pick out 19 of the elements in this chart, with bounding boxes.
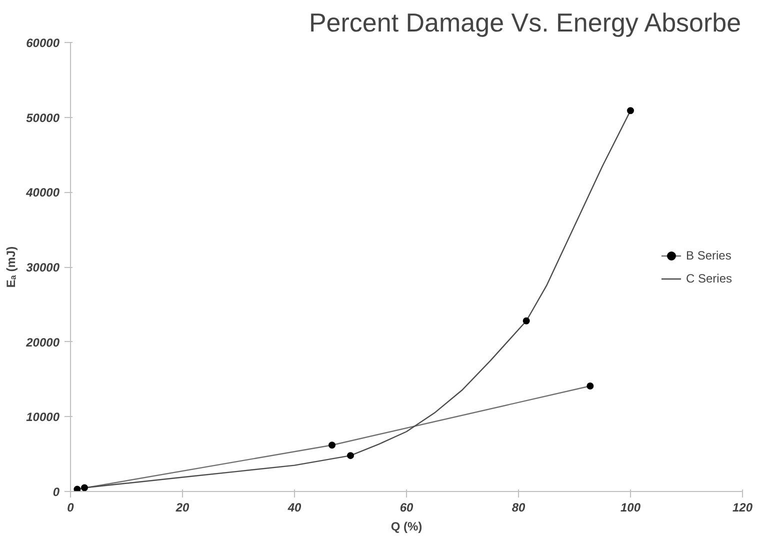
x-tick-label: 80 [512,500,526,514]
y-tick-label: 40000 [25,186,60,200]
y-tick-label: 0 [52,485,60,499]
chart-title: Percent Damage Vs. Energy Absorbe [308,8,742,38]
y-tick-label: 60000 [26,36,60,50]
x-tick-label: 60 [400,500,414,514]
x-tick-label: 120 [732,500,753,514]
y-tick-label: 20000 [25,335,60,350]
legend-label: C Series [686,271,732,285]
x-tick-label: 100 [620,500,641,514]
y-tick-label: 10000 [26,410,60,424]
x-tick-label: 0 [67,500,74,514]
y-tick-label: 30000 [26,260,60,274]
y-tick-label: 50000 [26,110,60,125]
legend-label: B Series [686,248,732,262]
x-tick-label: 20 [174,500,190,514]
y-axis-title: Eₐ (mJ) [4,246,18,288]
x-tick-label: 40 [286,500,302,514]
x-axis-title: Q (%) [390,520,422,534]
